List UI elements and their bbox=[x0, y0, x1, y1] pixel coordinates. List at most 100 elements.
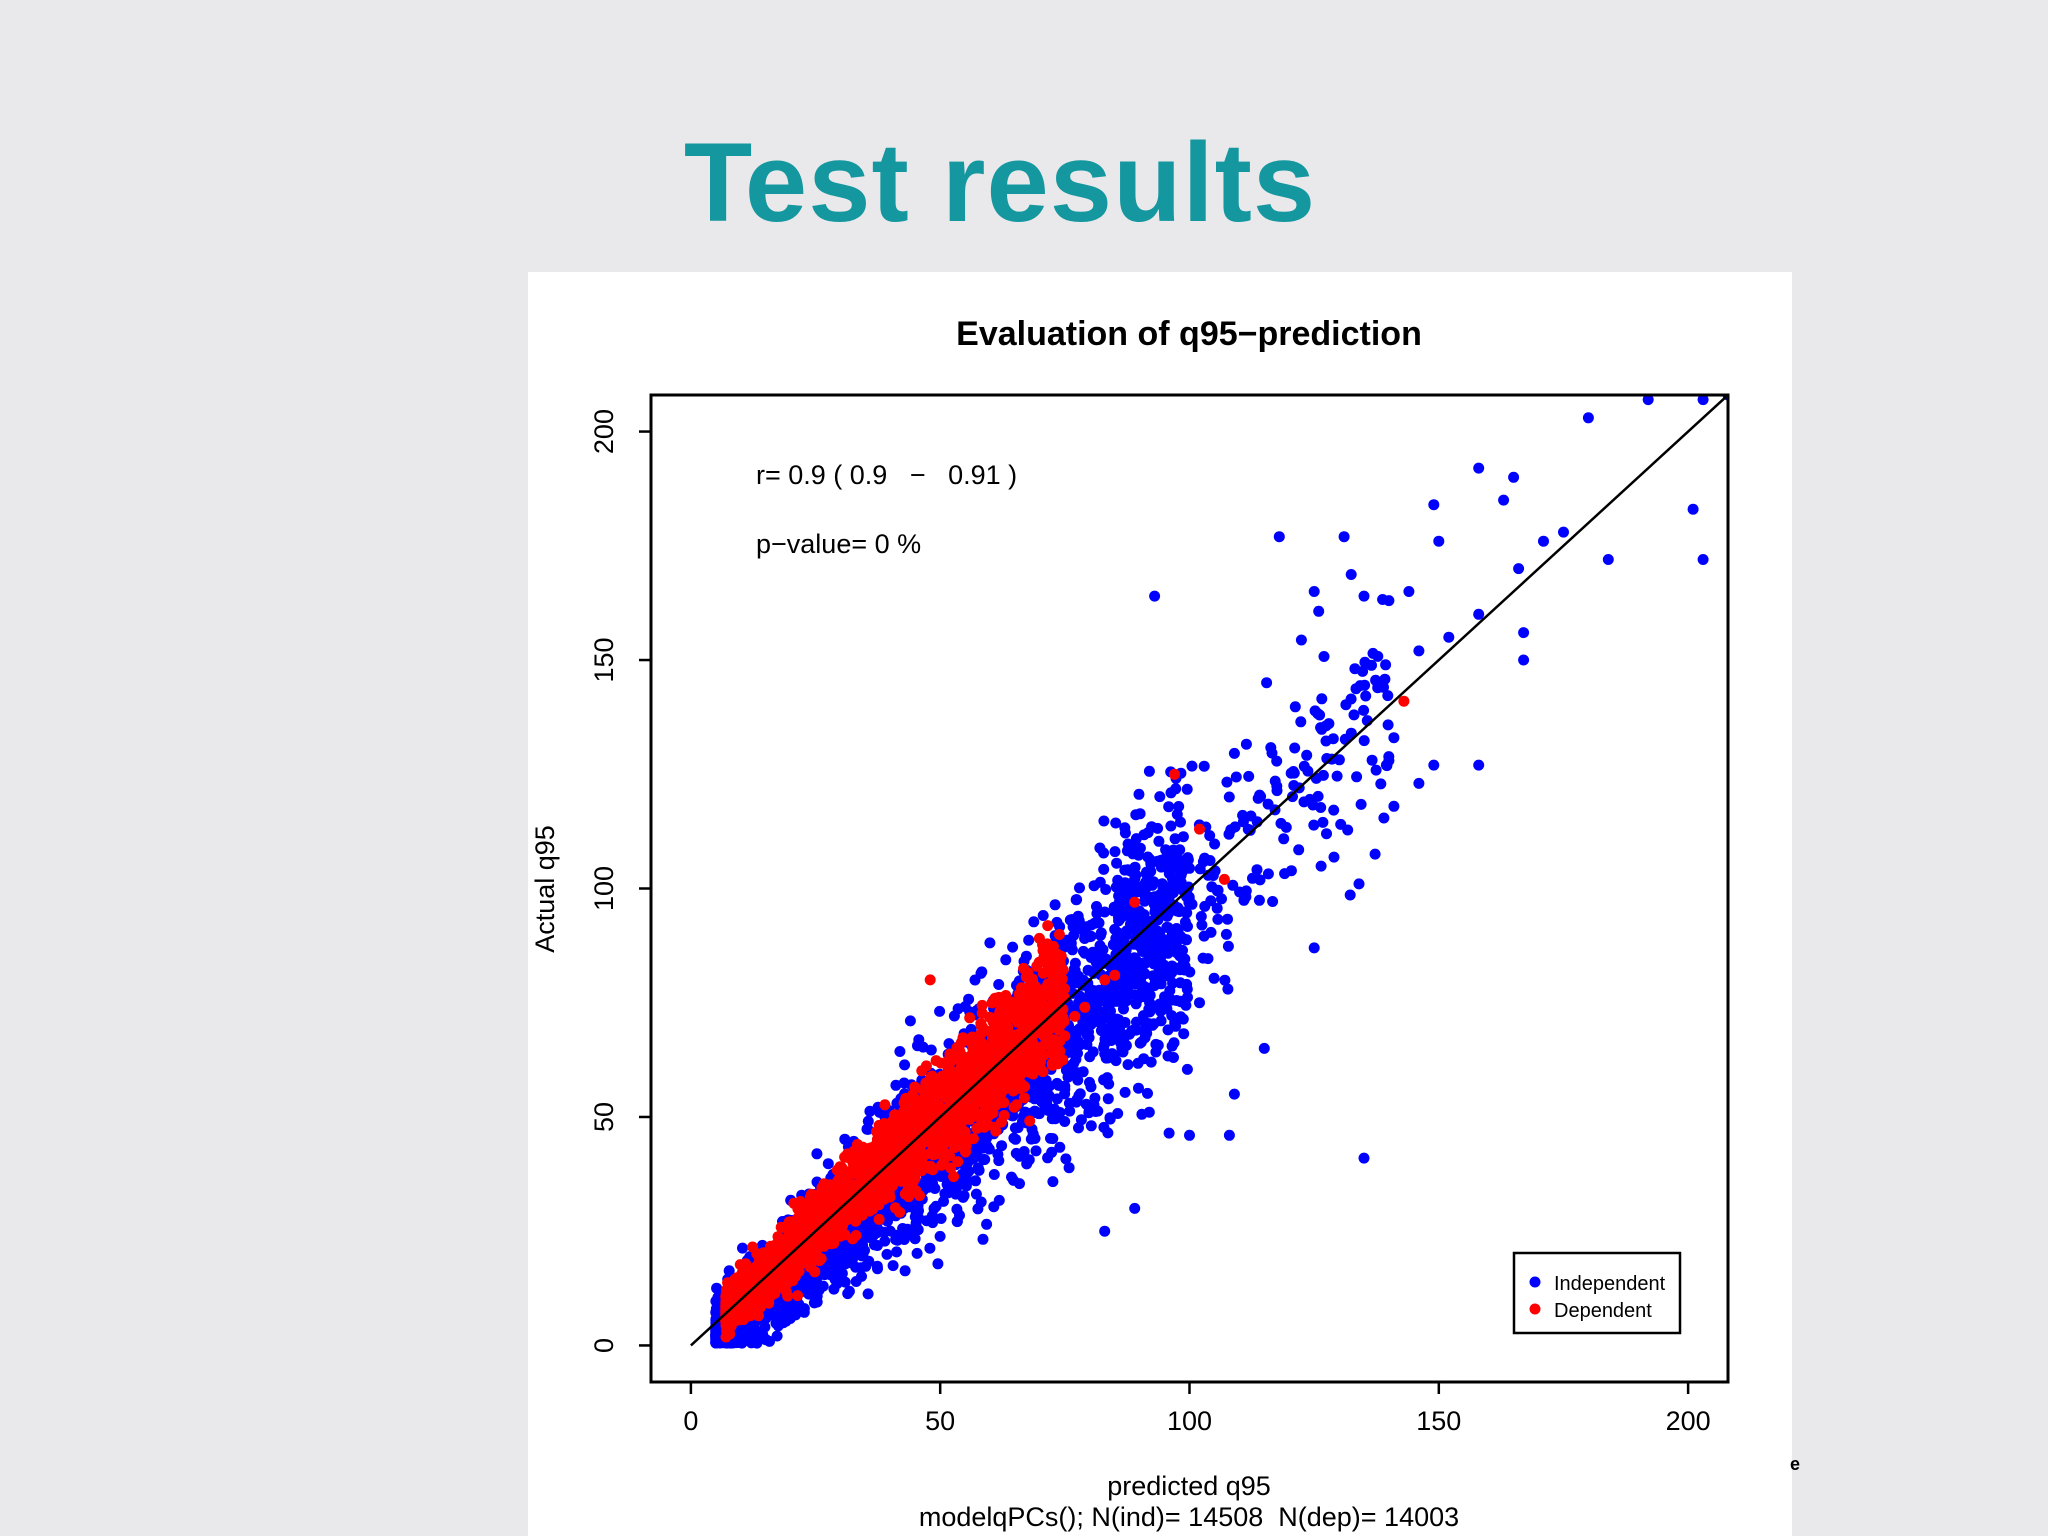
independent-point bbox=[904, 1226, 916, 1238]
independent-point bbox=[981, 1218, 993, 1230]
independent-point bbox=[1138, 879, 1150, 890]
independent-point bbox=[1042, 1152, 1054, 1164]
independent-point bbox=[1071, 894, 1083, 906]
independent-point bbox=[1338, 531, 1350, 543]
independent-point bbox=[710, 1334, 722, 1346]
independent-point bbox=[1518, 654, 1530, 666]
independent-point bbox=[1163, 1127, 1175, 1139]
independent-point bbox=[913, 1212, 924, 1224]
independent-point bbox=[972, 1162, 984, 1174]
independent-point bbox=[1380, 659, 1392, 671]
independent-point bbox=[1219, 974, 1231, 986]
independent-point bbox=[1280, 821, 1292, 833]
independent-point bbox=[1008, 1174, 1019, 1186]
independent-point bbox=[1079, 947, 1091, 959]
independent-point bbox=[1150, 1046, 1162, 1058]
dependent-point bbox=[1033, 932, 1045, 944]
independent-point bbox=[1382, 690, 1394, 702]
independent-point bbox=[1155, 1015, 1167, 1027]
independent-point bbox=[1121, 995, 1133, 1007]
independent-point bbox=[1271, 785, 1283, 797]
independent-point bbox=[1258, 1042, 1270, 1054]
independent-point bbox=[1383, 595, 1395, 607]
independent-point bbox=[1089, 917, 1100, 929]
independent-point bbox=[911, 1247, 923, 1259]
independent-point bbox=[1063, 1162, 1075, 1174]
independent-point bbox=[1428, 499, 1440, 511]
independent-point bbox=[1315, 860, 1327, 872]
independent-point bbox=[1388, 800, 1400, 812]
independent-point bbox=[1160, 844, 1172, 856]
independent-point bbox=[1223, 1129, 1235, 1141]
independent-point bbox=[1132, 1057, 1144, 1069]
independent-point bbox=[1252, 792, 1264, 804]
independent-point bbox=[1518, 627, 1530, 639]
independent-point bbox=[969, 974, 981, 986]
independent-point bbox=[1288, 780, 1300, 791]
independent-point bbox=[1287, 791, 1298, 803]
independent-point bbox=[1075, 1114, 1087, 1126]
independent-point bbox=[739, 1324, 751, 1336]
independent-point bbox=[1358, 704, 1370, 716]
independent-point bbox=[1243, 770, 1255, 782]
independent-point bbox=[1473, 759, 1485, 771]
independent-point bbox=[1308, 819, 1320, 831]
independent-point bbox=[894, 1046, 906, 1057]
independent-point bbox=[1508, 471, 1520, 483]
independent-point bbox=[1178, 1028, 1190, 1040]
independent-point bbox=[1168, 1052, 1179, 1063]
independent-point bbox=[871, 1260, 883, 1272]
independent-point bbox=[993, 1194, 1005, 1206]
independent-point bbox=[1358, 735, 1370, 747]
independent-point bbox=[1110, 933, 1122, 944]
independent-point bbox=[1175, 816, 1186, 828]
independent-point bbox=[1130, 809, 1142, 821]
independent-point bbox=[1538, 535, 1549, 547]
independent-point bbox=[1153, 835, 1165, 847]
independent-point bbox=[1122, 1059, 1134, 1071]
independent-point bbox=[1285, 767, 1297, 779]
independent-point bbox=[1433, 535, 1445, 547]
independent-point bbox=[1098, 847, 1110, 859]
independent-point bbox=[1110, 982, 1122, 994]
independent-point bbox=[1181, 1063, 1193, 1075]
independent-point bbox=[1313, 605, 1325, 617]
independent-point bbox=[1348, 709, 1360, 721]
independent-point bbox=[1150, 1038, 1162, 1050]
independent-point bbox=[1318, 651, 1330, 662]
independent-point bbox=[1128, 977, 1139, 989]
independent-point bbox=[1205, 895, 1217, 907]
independent-point bbox=[1351, 771, 1363, 783]
dependent-point bbox=[1042, 920, 1054, 932]
independent-point bbox=[1321, 828, 1332, 840]
independent-point bbox=[1428, 759, 1440, 771]
independent-point bbox=[1170, 783, 1182, 795]
independent-point bbox=[1059, 1088, 1071, 1100]
independent-point bbox=[1082, 964, 1094, 976]
independent-point bbox=[1212, 913, 1224, 925]
independent-point bbox=[1222, 983, 1234, 995]
independent-point bbox=[939, 1188, 951, 1200]
independent-point bbox=[752, 1334, 764, 1346]
independent-point bbox=[1196, 919, 1208, 931]
independent-point bbox=[1118, 1003, 1129, 1015]
independent-point bbox=[1010, 1133, 1022, 1145]
independent-point bbox=[867, 1223, 879, 1235]
independent-point bbox=[1169, 833, 1181, 845]
independent-point bbox=[1289, 701, 1301, 713]
independent-point bbox=[1155, 1005, 1167, 1017]
independent-point bbox=[770, 1317, 782, 1329]
independent-point bbox=[1130, 869, 1142, 881]
independent-point bbox=[1049, 899, 1061, 911]
independent-point bbox=[1205, 926, 1217, 938]
independent-point bbox=[1194, 997, 1205, 1009]
independent-point bbox=[784, 1313, 796, 1324]
independent-point bbox=[932, 1258, 944, 1270]
independent-point bbox=[1265, 742, 1277, 754]
independent-point bbox=[1358, 1152, 1370, 1164]
independent-point bbox=[1119, 1017, 1131, 1028]
independent-point bbox=[825, 1269, 837, 1281]
independent-point bbox=[1083, 1032, 1095, 1044]
independent-point bbox=[1088, 880, 1100, 892]
independent-point bbox=[1046, 1113, 1058, 1125]
